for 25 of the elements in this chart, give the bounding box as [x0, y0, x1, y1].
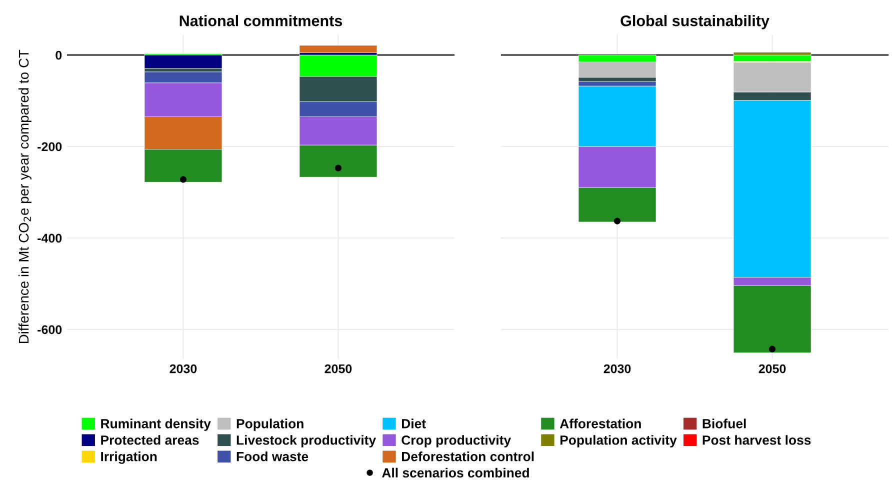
legend-label: Food waste	[236, 452, 308, 462]
legend-label: Post harvest loss	[702, 435, 811, 445]
legend-label: Population activity	[560, 435, 677, 448]
legend-label: Afforestation	[560, 418, 641, 428]
y-axis-title: Difference in Mt CO$_{2}$e per year compared to CT	[18, 50, 32, 344]
legend-label: Diet	[402, 418, 426, 428]
chart-title: National commitments	[180, 15, 342, 26]
x-tick-label: 2050	[324, 364, 352, 374]
y-tick-label: 0	[56, 50, 62, 60]
legend-label: Deforestation control	[402, 452, 534, 462]
legend-label: Irrigation	[101, 452, 157, 464]
legend-label: Protected areas	[101, 435, 199, 445]
x-tick-label: 2030	[170, 364, 197, 374]
legend-label: Biofuel	[702, 418, 746, 428]
legend-label: Crop productivity	[402, 435, 511, 448]
chart-title: Global sustainability	[620, 15, 770, 30]
x-tick-label: 2030	[604, 364, 631, 374]
legend-label: Population	[236, 418, 304, 431]
x-tick-label: 2050	[758, 364, 786, 374]
y-tick-label: -600	[38, 325, 62, 334]
y-tick-label: -400	[38, 234, 62, 243]
y-tick-label: -200	[38, 142, 62, 152]
legend-label: Ruminant density	[101, 418, 211, 431]
legend-label: Livestock productivity	[236, 435, 376, 448]
legend-label: All scenarios combined	[382, 468, 529, 478]
